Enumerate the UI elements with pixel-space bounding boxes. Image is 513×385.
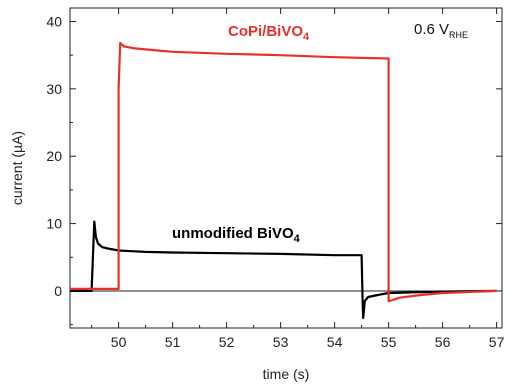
x-tick-label: 52 bbox=[219, 334, 235, 350]
y-axis-title: current (µA) bbox=[9, 131, 25, 205]
potential-label-sub: RHE bbox=[449, 30, 468, 40]
x-tick-label: 56 bbox=[435, 334, 451, 350]
x-tick-label: 57 bbox=[489, 334, 505, 350]
series-label-copi-main: CoPi/BiVO bbox=[228, 23, 303, 40]
y-axis-ticks: 0 10 20 30 40 bbox=[46, 13, 502, 326]
x-tick-label: 50 bbox=[111, 334, 127, 350]
plot-frame bbox=[69, 7, 503, 329]
series-label-unmodified-main: unmodified BiVO bbox=[172, 225, 294, 242]
x-tick-label: 54 bbox=[327, 334, 343, 350]
series-line-0 bbox=[70, 220, 497, 319]
y-tick-label: 40 bbox=[46, 13, 62, 29]
series-lines bbox=[70, 41, 497, 319]
series-label-unmodified-sub: 4 bbox=[294, 233, 301, 245]
y-tick-label: 30 bbox=[46, 81, 62, 97]
x-axis-ticks: 50 51 52 53 54 55 56 57 bbox=[91, 8, 505, 350]
y-tick-label: 10 bbox=[46, 216, 62, 232]
x-tick-label: 55 bbox=[381, 334, 397, 350]
x-axis-title: time (s) bbox=[263, 366, 310, 382]
series-label-unmodified: unmodified BiVO4 bbox=[172, 225, 301, 245]
y-tick-label: 0 bbox=[54, 283, 62, 299]
x-tick-label: 51 bbox=[165, 334, 181, 350]
series-label-copi: CoPi/BiVO4 bbox=[228, 23, 310, 43]
y-tick-label: 20 bbox=[46, 148, 62, 164]
potential-label-main: 0.6 V bbox=[414, 21, 449, 38]
x-tick-label: 53 bbox=[273, 334, 289, 350]
series-label-copi-sub: 4 bbox=[303, 31, 310, 43]
potential-label: 0.6 VRHE bbox=[414, 21, 468, 40]
series-line-1 bbox=[70, 41, 497, 303]
